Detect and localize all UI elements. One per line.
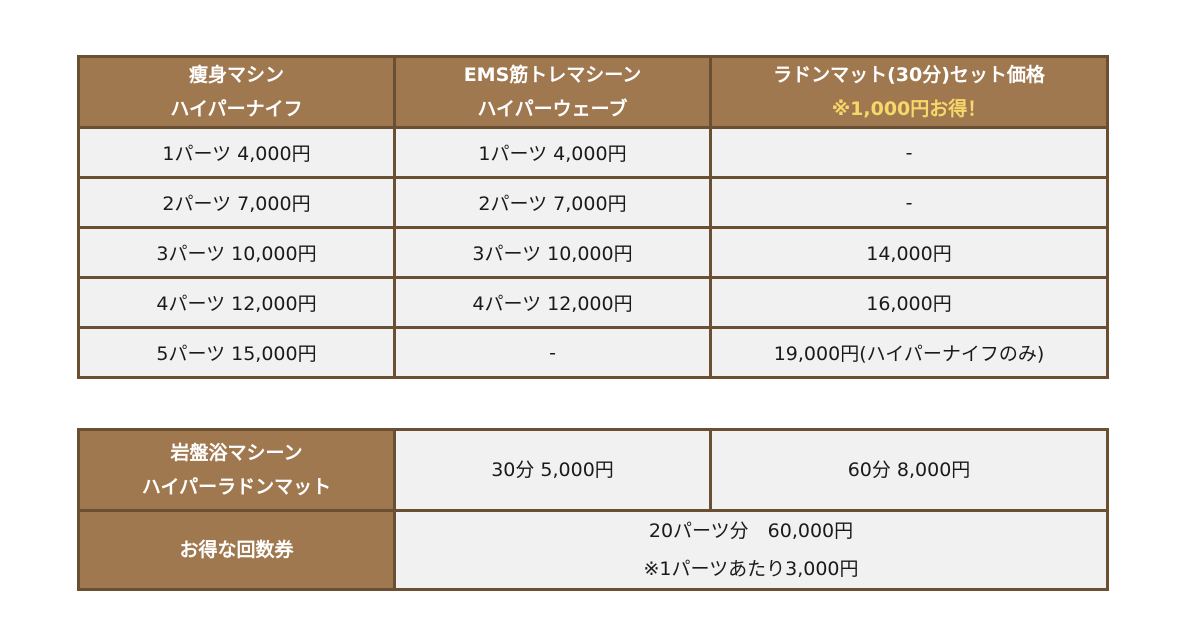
table-row: 5パーツ 15,000円 - 19,000円(ハイパーナイフのみ) (77, 326, 1109, 379)
ticket-details: 20パーツ分 60,000円 ※1パーツあたり3,000円 (393, 509, 1109, 591)
header-hyper-wave: EMS筋トレマシーン ハイパーウェーブ (393, 55, 712, 129)
header-line: ハイパーウェーブ (477, 98, 628, 120)
table-cell: 1パーツ 4,000円 (393, 126, 712, 179)
header-hyper-radon-mat: 岩盤浴マシーン ハイパーラドンマット (77, 428, 396, 512)
radon-row: 岩盤浴マシーン ハイパーラドンマット 30分 5,000円 60分 8,000円 (77, 428, 1109, 512)
discount-note: ※1,000円お得！ (831, 98, 987, 120)
table-cell: 4パーツ 12,000円 (393, 276, 712, 329)
price-30min: 30分 5,000円 (393, 428, 712, 512)
header-line: ハイパーナイフ (170, 98, 303, 120)
table-cell: 3パーツ 10,000円 (77, 226, 396, 279)
header-radon-set-price: ラドンマット(30分)セット価格 ※1,000円お得！ (709, 55, 1109, 129)
ticket-price: 20パーツ分 60,000円 (648, 520, 854, 542)
table-cell: - (709, 176, 1109, 229)
radon-table: 岩盤浴マシーン ハイパーラドンマット 30分 5,000円 60分 8,000円… (77, 428, 1109, 591)
table-cell: 5パーツ 15,000円 (77, 326, 396, 379)
header-coupon-ticket: お得な回数券 (77, 509, 396, 591)
header-line: 岩盤浴マシーン (170, 442, 303, 464)
header-line: 瘦身マシン (188, 64, 284, 86)
header-line: EMS筋トレマシーン (463, 64, 642, 86)
price-table-header-row: 瘦身マシン ハイパーナイフ EMS筋トレマシーン ハイパーウェーブ ラドンマット… (77, 55, 1109, 129)
table-cell: 2パーツ 7,000円 (77, 176, 396, 229)
header-line: ハイパーラドンマット (141, 476, 332, 498)
table-row: 4パーツ 12,000円 4パーツ 12,000円 16,000円 (77, 276, 1109, 329)
price-60min: 60分 8,000円 (709, 428, 1109, 512)
table-cell: 4パーツ 12,000円 (77, 276, 396, 329)
table-cell: 3パーツ 10,000円 (393, 226, 712, 279)
table-cell: - (393, 326, 712, 379)
ticket-note: ※1パーツあたり3,000円 (643, 558, 859, 580)
table-cell: 19,000円(ハイパーナイフのみ) (709, 326, 1109, 379)
table-cell: 16,000円 (709, 276, 1109, 329)
table-cell: 1パーツ 4,000円 (77, 126, 396, 179)
table-row: 2パーツ 7,000円 2パーツ 7,000円 - (77, 176, 1109, 229)
header-hyper-knife: 瘦身マシン ハイパーナイフ (77, 55, 396, 129)
table-cell: - (709, 126, 1109, 179)
table-cell: 2パーツ 7,000円 (393, 176, 712, 229)
table-cell: 14,000円 (709, 226, 1109, 279)
price-table: 瘦身マシン ハイパーナイフ EMS筋トレマシーン ハイパーウェーブ ラドンマット… (77, 55, 1109, 379)
table-row: 1パーツ 4,000円 1パーツ 4,000円 - (77, 126, 1109, 179)
header-line: ラドンマット(30分)セット価格 (773, 64, 1045, 86)
ticket-row: お得な回数券 20パーツ分 60,000円 ※1パーツあたり3,000円 (77, 509, 1109, 591)
table-row: 3パーツ 10,000円 3パーツ 10,000円 14,000円 (77, 226, 1109, 279)
